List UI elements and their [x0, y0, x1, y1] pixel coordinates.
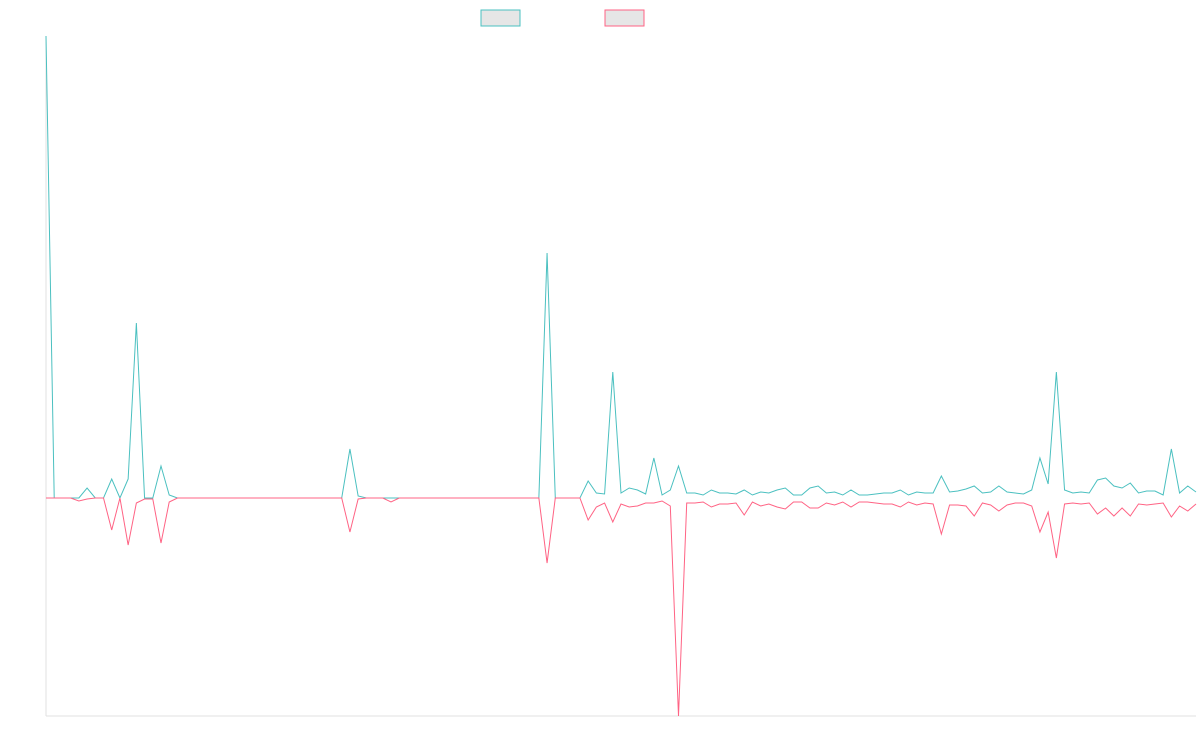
- legend-swatch: [480, 9, 521, 27]
- legend-swatch: [604, 9, 645, 27]
- line-series: [46, 497, 1197, 717]
- line-series: [45, 35, 1197, 500]
